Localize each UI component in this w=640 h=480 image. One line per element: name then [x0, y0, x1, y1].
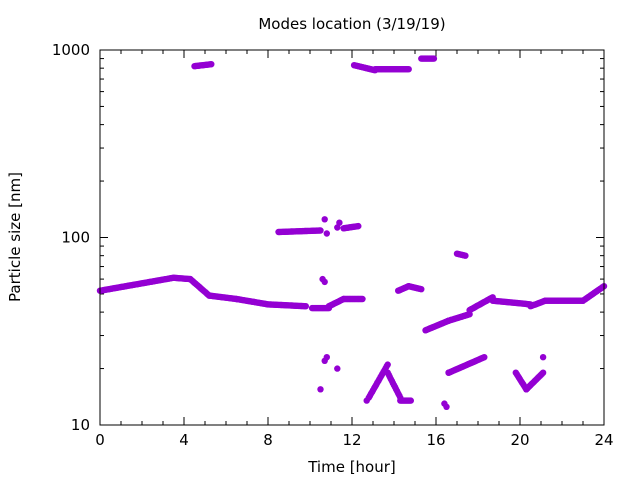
data-point — [321, 278, 328, 286]
data-point — [336, 219, 343, 226]
data-point — [359, 295, 366, 303]
data-point — [418, 286, 425, 293]
data-point — [317, 386, 324, 393]
x-tick-label: 8 — [263, 431, 273, 449]
data-point — [407, 397, 414, 404]
x-tick-label: 16 — [426, 431, 445, 449]
data-point — [323, 230, 330, 237]
data-point — [323, 354, 330, 361]
y-tick-label: 100 — [61, 229, 90, 247]
data-point — [363, 397, 370, 404]
plot-frame — [99, 49, 605, 426]
axis-ticks: 0 4 8 12 16 20 24 10 100 1000 — [52, 41, 614, 449]
data-point — [405, 66, 412, 73]
chart-title: Modes location (3/19/19) — [258, 15, 445, 33]
x-tick-label: 20 — [510, 431, 529, 449]
data-point — [539, 369, 547, 376]
data-point — [208, 60, 215, 68]
data-point — [539, 354, 547, 361]
x-tick-label: 4 — [179, 431, 189, 449]
data-point — [462, 252, 469, 259]
data-point — [334, 224, 341, 231]
x-tick-label: 0 — [95, 431, 105, 449]
data-point — [355, 222, 362, 230]
data-point — [334, 365, 341, 372]
x-tick-label: 24 — [594, 431, 613, 449]
x-tick-label: 12 — [342, 431, 361, 449]
y-tick-label: 10 — [71, 416, 90, 434]
data-point — [321, 216, 328, 223]
data-point — [443, 403, 450, 410]
data-point — [481, 354, 488, 361]
data-point — [445, 369, 452, 376]
data-point — [430, 55, 438, 62]
data-point — [317, 227, 324, 234]
data-point — [302, 303, 309, 310]
y-tick-label: 1000 — [52, 41, 90, 59]
data-point — [384, 361, 391, 368]
data-points — [96, 55, 608, 410]
y-axis-label: Particle size [nm] — [6, 172, 24, 302]
x-axis-label: Time [hour] — [307, 458, 396, 476]
